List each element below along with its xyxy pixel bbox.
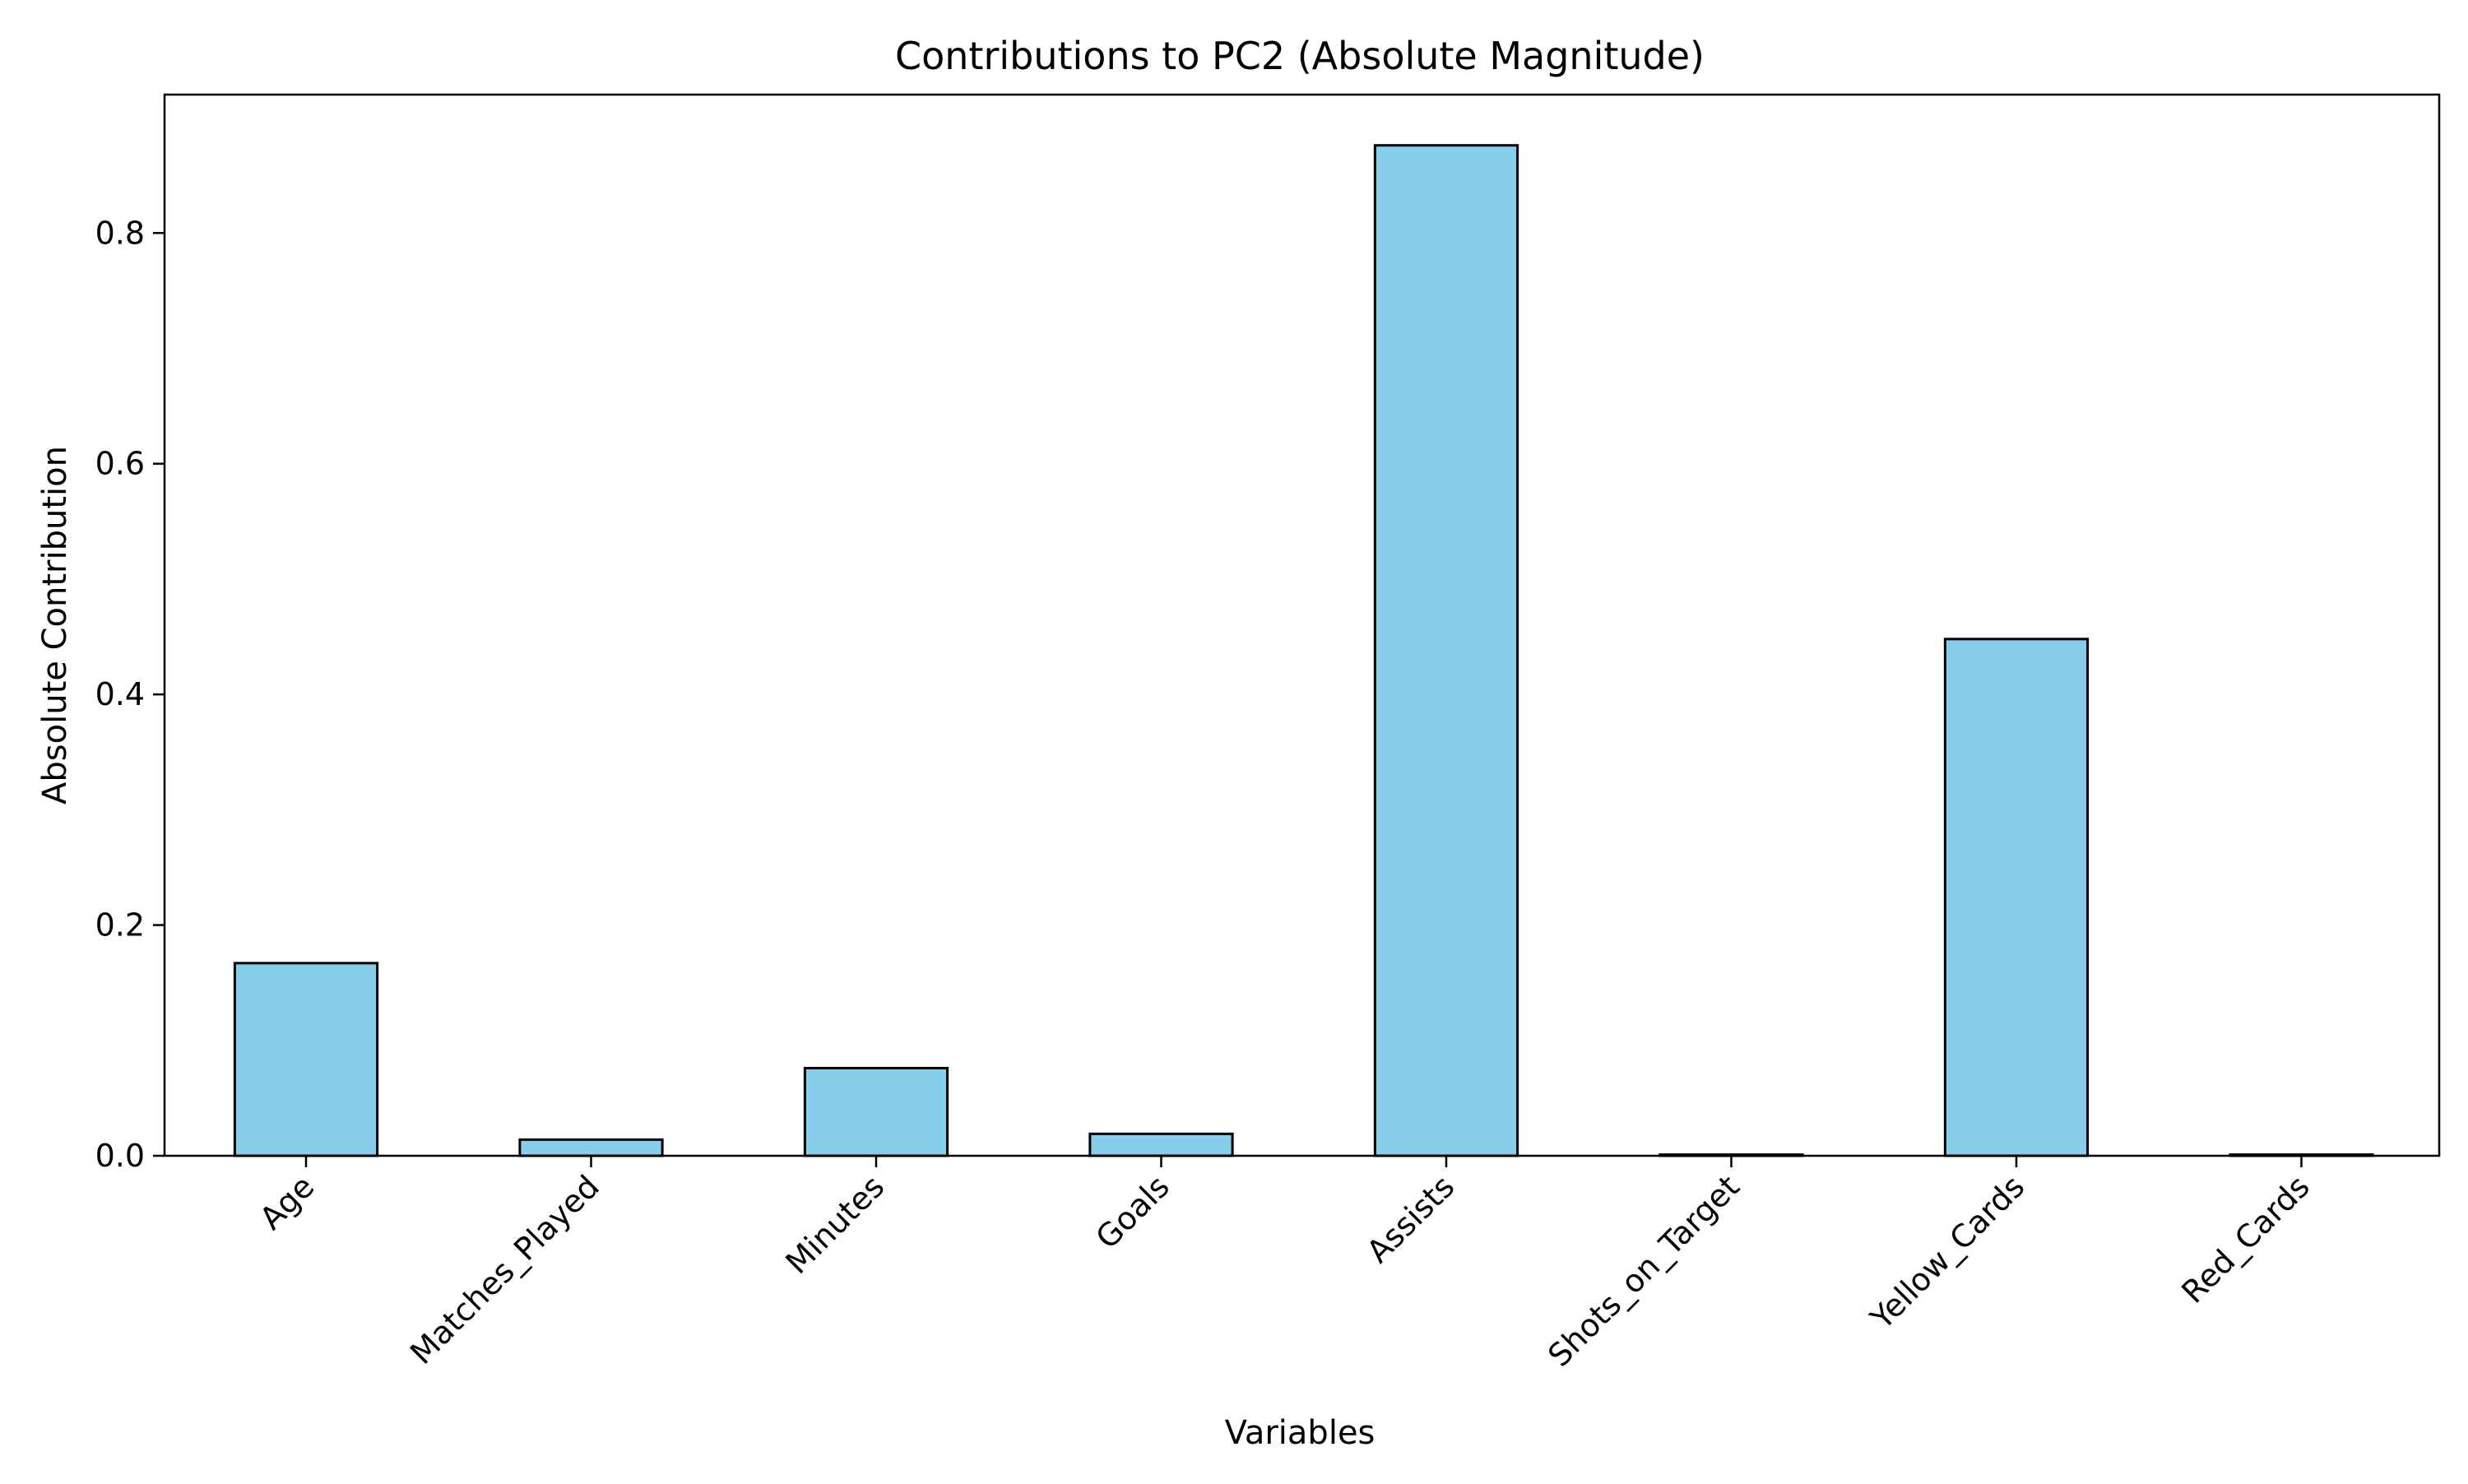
bar-yellow-cards: [1943, 638, 2090, 1157]
y-tick-label: 0.4: [95, 676, 145, 712]
plot-area-frame: [163, 93, 2441, 1157]
chart-title: Contributions to PC2 (Absolute Magnitude…: [895, 34, 1705, 78]
y-tick-label: 0.0: [95, 1138, 145, 1174]
y-axis-ticks: 0.0 0.2 0.4 0.6 0.8: [95, 215, 165, 1174]
bar-minutes: [803, 1066, 949, 1157]
bars-group: [233, 144, 2374, 1157]
bar-matches-played: [518, 1138, 664, 1157]
bar-assists: [1373, 144, 1519, 1157]
y-tick-label: 0.6: [95, 446, 145, 482]
bar-goals: [1088, 1132, 1234, 1157]
y-axis-label: Absolute Contribution: [36, 446, 74, 805]
y-tick-label: 0.2: [95, 907, 145, 944]
x-axis-label: Variables: [1225, 1414, 1375, 1452]
bar-age: [233, 962, 379, 1157]
y-tick-label: 0.8: [95, 215, 145, 251]
